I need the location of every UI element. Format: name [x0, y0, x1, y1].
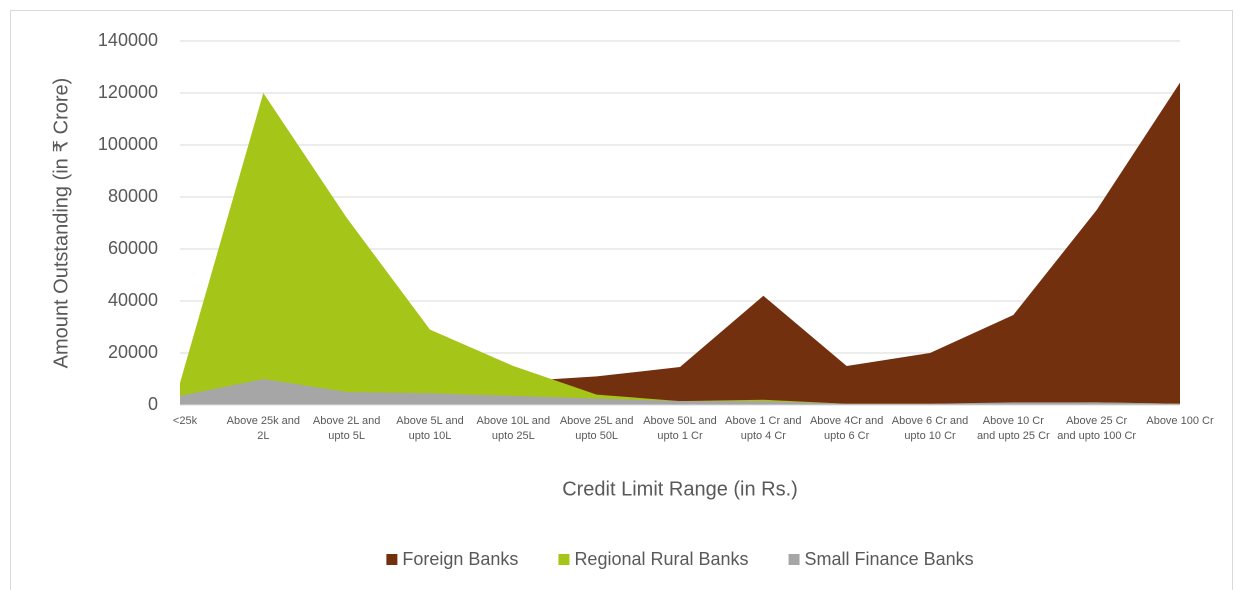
x-tick-label: Above 2L and upto 5L: [312, 415, 381, 442]
legend-label: Foreign Banks: [402, 549, 518, 569]
x-tick-label: Above 6 Cr and upto 10 Cr: [891, 415, 969, 442]
chart-frame: [10, 10, 1233, 590]
y-tick-label: 120000: [98, 82, 158, 102]
x-tick-label: <25k: [172, 415, 198, 427]
y-tick-label: 100000: [98, 134, 158, 154]
x-tick-label: Above 4Cr and upto 6 Cr: [809, 415, 884, 442]
legend-swatch: [386, 554, 398, 565]
y-tick-label: 60000: [108, 238, 158, 258]
area: [180, 82, 1180, 405]
x-tick-label: Above 1 Cr and upto 4 Cr: [725, 415, 802, 442]
x-tick-label: Above 25k and 2L: [226, 415, 301, 442]
x-tick-label: Above 50L and upto 1 Cr: [643, 415, 717, 442]
y-tick-label: 140000: [98, 30, 158, 50]
legend-label: Small Finance Banks: [805, 549, 974, 569]
x-tick-label: Above 100 Cr: [1146, 415, 1214, 427]
area: [180, 93, 1180, 405]
y-tick-label: 0: [148, 394, 158, 414]
y-tick-label: 40000: [108, 290, 158, 310]
legend-label: Regional Rural Banks: [574, 549, 748, 569]
x-tick-label: Above 25L and upto 50L: [559, 415, 634, 442]
y-tick-label: 80000: [108, 186, 158, 206]
x-tick-label: Above 10 Cr and upto 25 Cr: [976, 415, 1050, 442]
y-tick-label: 20000: [108, 342, 158, 362]
x-tick-label: Above 10L and upto 25L: [476, 415, 551, 442]
area: [180, 379, 1180, 405]
legend-swatch: [788, 554, 800, 565]
x-tick-label: Above 5L and upto 10L: [396, 415, 464, 442]
x-axis-title: Credit Limit Range (in Rs.): [562, 478, 798, 500]
legend-swatch: [558, 554, 570, 565]
y-axis-title: Amount Outstanding (in ₹ Crore): [50, 78, 72, 369]
x-tick-label: Above 25 Cr and upto 100 Cr: [1057, 415, 1137, 442]
